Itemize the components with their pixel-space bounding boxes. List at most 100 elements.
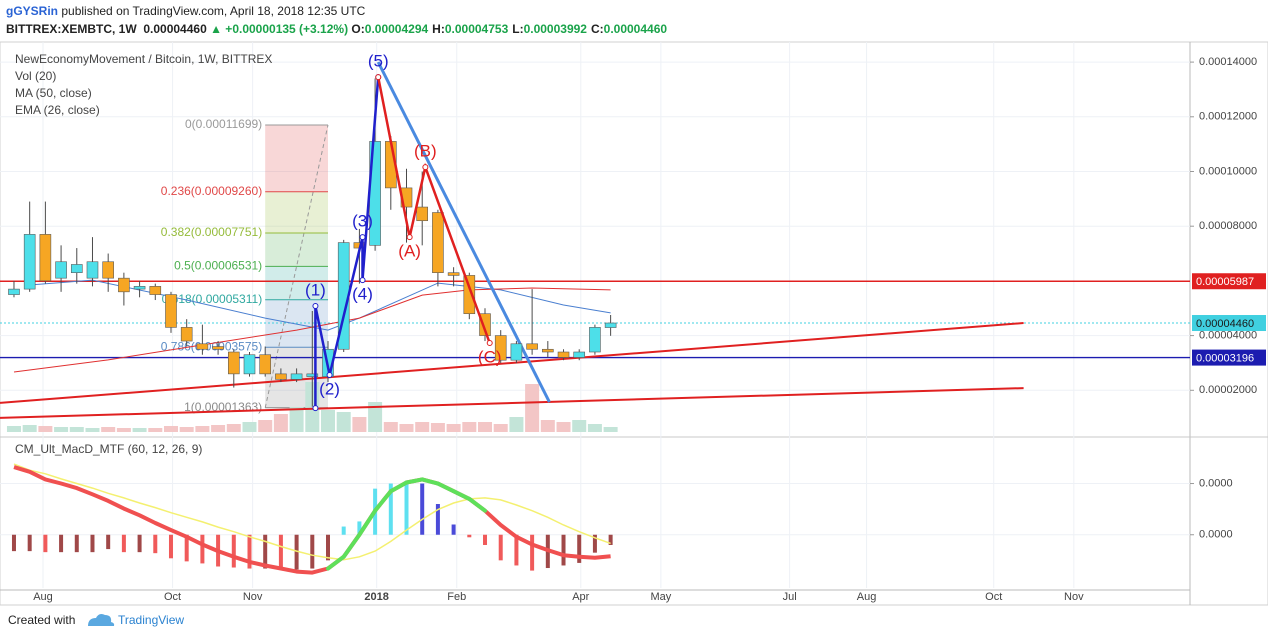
x-tick-label: Jul xyxy=(783,591,797,603)
chart-title: NewEconomyMovement / Bitcoin, 1W, BITTRE… xyxy=(15,52,272,66)
candle-body xyxy=(196,343,209,350)
macd-bar xyxy=(514,534,519,566)
wave-label: (3) xyxy=(352,212,373,231)
candle-body xyxy=(8,288,20,295)
price-tag xyxy=(1192,315,1266,332)
legend-ma: MA (50, close) xyxy=(15,86,92,100)
footer-created: Created with xyxy=(8,613,75,627)
wave-point xyxy=(359,234,366,241)
ohlc: O:0.00004294 H:0.00004753 L:0.00003992 C:0.… xyxy=(351,22,671,36)
volume-bar xyxy=(462,422,477,432)
volume-bar xyxy=(540,420,555,432)
macd-bar xyxy=(561,534,566,566)
wave-point xyxy=(422,164,429,171)
legend-volume: Vol (20) xyxy=(15,69,56,83)
wave-line xyxy=(376,76,491,344)
x-tick-label: Apr xyxy=(572,591,589,603)
macd-bar xyxy=(467,534,472,538)
macd-bar xyxy=(294,534,299,570)
volume-bar xyxy=(101,427,116,432)
macd-tick-label: 0.0000 xyxy=(1199,477,1233,489)
volume-bar xyxy=(415,422,430,432)
macd-bar xyxy=(106,534,111,550)
candle-body xyxy=(447,272,460,276)
ohlc-value: 0.00004753 xyxy=(444,22,509,36)
macd-bar xyxy=(11,534,16,552)
macd-bar xyxy=(435,504,440,535)
wave-point xyxy=(406,234,413,241)
y-tick-label: 0.00004000 xyxy=(1199,329,1257,341)
wave-label: (C) xyxy=(478,347,502,366)
fib-band xyxy=(265,191,328,234)
fib-label: 0(0.00011699) xyxy=(185,117,262,131)
signal-line xyxy=(13,463,611,561)
candle-body xyxy=(573,351,586,358)
macd-up-segment xyxy=(420,477,440,486)
candle-body xyxy=(102,261,114,279)
header-line-2: BITTREX:XEMBTC, 1W 0.00004460 ▲ +0.00000… xyxy=(6,22,671,36)
macd-bar xyxy=(27,534,32,552)
fib-band xyxy=(265,266,328,300)
volume-bar xyxy=(242,422,257,432)
wave-label: (A) xyxy=(398,242,421,261)
x-tick-label: Nov xyxy=(1064,591,1084,603)
y-tick-label: 0.00014000 xyxy=(1199,56,1257,68)
footer-brand: TradingView xyxy=(118,613,184,627)
macd-up-segment xyxy=(451,489,472,501)
macd-bar xyxy=(530,534,535,571)
candle-body xyxy=(589,327,601,353)
volume-bar xyxy=(6,426,21,432)
tradingview-logo xyxy=(88,614,115,626)
volume-bar xyxy=(38,426,53,432)
volume-bar xyxy=(336,412,351,432)
volume-bar xyxy=(399,424,414,432)
candle-body xyxy=(149,286,162,295)
candle-body xyxy=(290,373,303,380)
macd-up-segment xyxy=(373,489,393,513)
macd-bar xyxy=(498,534,503,561)
ohlc-key: C: xyxy=(590,22,604,36)
candle-body xyxy=(212,346,224,350)
volume-bar xyxy=(556,422,571,432)
macd-bar xyxy=(420,483,425,535)
y-tick-label: 0.00012000 xyxy=(1199,111,1257,123)
x-tick-label: Aug xyxy=(33,591,53,603)
volume-bar xyxy=(54,427,69,432)
ohlc-value: 0.00004294 xyxy=(364,22,429,36)
macd-bar xyxy=(168,534,173,559)
wave-label: (B) xyxy=(414,142,437,161)
candle-body xyxy=(432,212,444,273)
volume-bar xyxy=(69,427,84,432)
x-tick-label: Oct xyxy=(985,591,1002,603)
macd-up-segment xyxy=(467,496,488,513)
volume-bar xyxy=(195,426,210,432)
wave-line xyxy=(314,77,380,409)
volume-bar xyxy=(148,428,163,432)
macd-bar xyxy=(404,480,409,535)
macd-bar xyxy=(325,534,330,561)
y-tick-label: 0.00008000 xyxy=(1199,220,1257,232)
volume-bar xyxy=(273,414,288,432)
price-tag xyxy=(1192,273,1266,290)
macd-up-segment xyxy=(357,508,378,537)
legend-ema: EMA (26, close) xyxy=(15,103,100,117)
macd-bar xyxy=(43,534,48,553)
macd-bar xyxy=(451,524,456,535)
macd-bar xyxy=(200,534,205,564)
macd-bar xyxy=(153,534,158,554)
macd-bar xyxy=(388,483,393,535)
volume-bar xyxy=(211,425,226,432)
macd-bar xyxy=(278,534,283,570)
wave-point xyxy=(375,74,382,81)
candle-body xyxy=(479,313,491,336)
macd-bar xyxy=(137,534,142,553)
author: gGYSRin xyxy=(6,4,59,18)
candle-body xyxy=(526,343,538,350)
macd-bar xyxy=(121,534,126,553)
volume-bar xyxy=(289,407,304,432)
macd-bar xyxy=(608,534,613,545)
candle-body xyxy=(133,286,146,290)
candle-body xyxy=(227,351,240,375)
